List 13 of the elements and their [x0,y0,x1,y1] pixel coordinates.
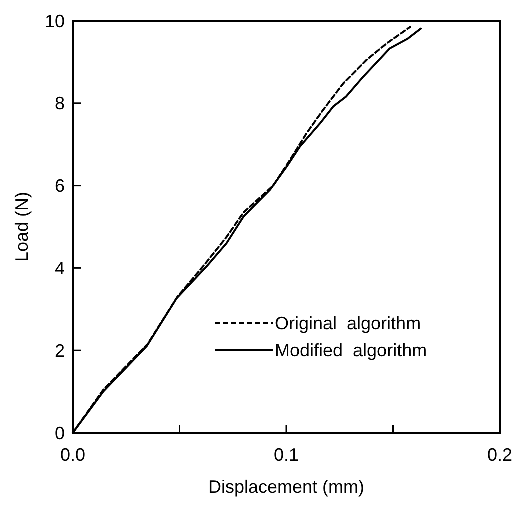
x-tick-label: 0.0 [60,445,86,465]
legend-label: Original algorithm [275,313,422,334]
y-tick-label: 10 [44,11,65,32]
y-tick-label: 2 [54,340,65,361]
y-tick-label: 0 [54,423,65,444]
x-tick-label: 0.1 [274,445,300,465]
y-tick-label: 4 [54,258,65,278]
legend-label: Modified algorithm [275,340,428,360]
y-axis-title: Load (N) [12,192,32,262]
x-tick-label: 0.2 [487,445,513,465]
x-axis-title: Displacement (mm) [208,477,365,497]
y-tick-label: 8 [54,94,65,114]
y-tick-label: 6 [54,176,65,196]
